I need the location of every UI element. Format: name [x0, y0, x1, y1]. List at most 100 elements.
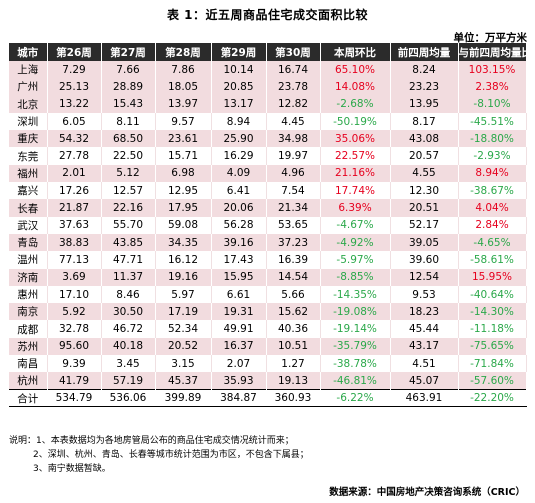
- column-header: 第28周: [155, 43, 212, 61]
- cell-city: 南昌: [9, 355, 48, 373]
- table-row: 成都 32.78 46.72 52.34 49.91 40.36 -19.14% 45.44-…: [9, 320, 527, 338]
- cell-city: 合计: [9, 389, 48, 408]
- cell-avg4: 12.54: [390, 268, 459, 286]
- cell-w28: 5.97: [155, 285, 212, 304]
- cell-avg4: 45.44: [390, 320, 459, 338]
- table-row: 嘉兴 17.26 12.57 12.95 6.41 7.54 17.74% 12.30 -38.…: [9, 182, 527, 200]
- cell-avg4: 8.24: [390, 61, 459, 79]
- cell-vs-avg: 8.94%: [458, 164, 527, 183]
- cell-avg4: 39.60: [390, 251, 459, 269]
- cell-w29: 20.06: [211, 199, 267, 217]
- cell-w26: 54.32: [47, 130, 102, 148]
- cell-avg4: 9.53: [390, 285, 459, 304]
- cell-vs-avg: 2.84%: [458, 216, 527, 234]
- cell-w28: 45.37: [155, 372, 212, 390]
- cell-wow: -4.67%: [320, 216, 391, 234]
- cell-w29: 17.43: [211, 251, 267, 269]
- table-row: 惠州 17.10 8.46 5.97 6.61 5.66 -14.35% 9.53 -40.64…: [9, 285, 527, 304]
- cell-vs-avg: -57.60%: [458, 372, 527, 390]
- cell-w29: 16.37: [211, 337, 267, 356]
- cell-wow: -50.19%: [320, 112, 391, 131]
- cell-wow: -4.92%: [320, 233, 391, 252]
- cell-avg4: 20.51: [390, 199, 459, 217]
- cell-vs-avg: 2.38%: [458, 78, 527, 96]
- cell-wow: -19.14%: [320, 320, 391, 338]
- table-row: 东莞 27.78 22.50 15.71 16.29 19.97 22.57% 20.57 -2…: [9, 147, 527, 165]
- table-row: 杭州 41.79 57.19 45.37 35.93 19.13 -46.81% 45.07-…: [9, 372, 527, 390]
- table-row: 重庆 54.32 68.50 23.61 25.90 34.98 35.06% 43.08 -1…: [9, 130, 527, 148]
- table-row: 广州 25.13 28.89 18.05 20.85 23.78 14.08% 23.23 2.…: [9, 78, 527, 96]
- cell-w30: 7.54: [266, 182, 321, 200]
- cell-w29: 4.09: [211, 164, 267, 183]
- cell-w29: 20.85: [211, 78, 267, 96]
- cell-w30: 23.78: [266, 78, 321, 96]
- cell-avg4: 8.17: [390, 112, 459, 131]
- cell-vs-avg: -40.64%: [458, 285, 527, 304]
- cell-w27: 55.70: [101, 216, 156, 234]
- cell-w27: 8.11: [101, 112, 156, 131]
- cell-w30: 360.93: [266, 389, 321, 408]
- header-row: 城市 第26周 第27周 第28周 第29周 第30周 本周环比 前四周均量 与前四周均量比: [9, 43, 527, 61]
- cell-vs-avg: -45.51%: [458, 112, 527, 131]
- cell-w29: 10.14: [211, 61, 267, 79]
- cell-city: 南京: [9, 303, 48, 321]
- note-3: 3、南宁数据暂缺。: [33, 464, 111, 474]
- table-title: 表 1：近五周商品住宅成交面积比较: [166, 8, 369, 22]
- cell-vs-avg: -11.18%: [458, 320, 527, 338]
- cell-w30: 1.27: [266, 355, 321, 373]
- cell-w28: 9.57: [155, 112, 212, 131]
- cell-w30: 34.98: [266, 130, 321, 148]
- cell-w27: 15.43: [101, 95, 156, 113]
- cell-vs-avg: 103.15%: [458, 61, 527, 79]
- cell-vs-avg: -22.20%: [458, 389, 527, 408]
- cell-w30: 21.34: [266, 199, 321, 217]
- cell-w29: 19.31: [211, 303, 267, 321]
- cell-avg4: 52.17: [390, 216, 459, 234]
- cell-wow: -6.22%: [320, 389, 391, 408]
- cell-w28: 16.12: [155, 251, 212, 269]
- cell-wow: -46.81%: [320, 372, 391, 390]
- cell-wow: -14.35%: [320, 285, 391, 304]
- cell-w28: 23.61: [155, 130, 212, 148]
- cell-w26: 17.26: [47, 182, 102, 200]
- cell-w28: 17.95: [155, 199, 212, 217]
- cell-w27: 46.72: [101, 320, 156, 338]
- cell-wow: 14.08%: [320, 78, 391, 96]
- total-row: 合计 534.79 536.06 399.89 384.87 360.93 -6.22% 46…: [9, 389, 527, 408]
- cell-city: 东莞: [9, 147, 48, 165]
- cell-w28: 20.52: [155, 337, 212, 356]
- cell-avg4: 43.08: [390, 130, 459, 148]
- cell-w26: 3.69: [47, 268, 102, 286]
- cell-w26: 6.05: [47, 112, 102, 131]
- cell-vs-avg: -58.61%: [458, 251, 527, 269]
- cell-city: 北京: [9, 95, 48, 113]
- cell-wow: 65.10%: [320, 61, 391, 79]
- cell-w27: 3.45: [101, 355, 156, 373]
- cell-w27: 11.37: [101, 268, 156, 286]
- cell-w27: 22.16: [101, 199, 156, 217]
- column-header: 第29周: [211, 43, 267, 61]
- cell-w29: 384.87: [211, 389, 267, 408]
- cell-wow: 6.39%: [320, 199, 391, 217]
- table-row: 北京 13.22 15.43 13.97 13.17 12.82 -2.68% 13.95 -8…: [9, 95, 527, 113]
- cell-w26: 95.60: [47, 337, 102, 356]
- cell-w28: 12.95: [155, 182, 212, 200]
- cell-w27: 7.66: [101, 61, 156, 79]
- cell-w29: 6.41: [211, 182, 267, 200]
- cell-w26: 7.29: [47, 61, 102, 79]
- cell-w26: 9.39: [47, 355, 102, 373]
- cell-vs-avg: -71.84%: [458, 355, 527, 373]
- cell-vs-avg: -8.10%: [458, 95, 527, 113]
- cell-city: 杭州: [9, 372, 48, 390]
- cell-w27: 5.12: [101, 164, 156, 183]
- cell-w29: 13.17: [211, 95, 267, 113]
- cell-w27: 22.50: [101, 147, 156, 165]
- cell-vs-avg: -2.93%: [458, 147, 527, 165]
- cell-city: 深圳: [9, 112, 48, 131]
- cell-city: 济南: [9, 268, 48, 286]
- column-header: 前四周均量: [390, 43, 459, 61]
- cell-w28: 59.08: [155, 216, 212, 234]
- cell-w26: 27.78: [47, 147, 102, 165]
- cell-w30: 19.13: [266, 372, 321, 390]
